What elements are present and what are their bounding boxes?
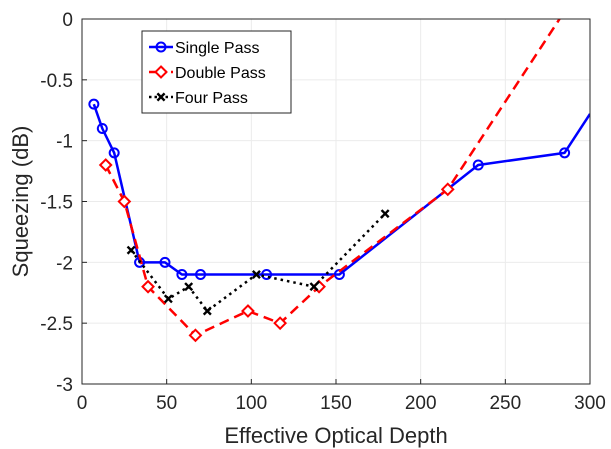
single-pass-marker xyxy=(176,269,188,280)
legend: Single Pass Double Pass Four Pass xyxy=(141,30,292,114)
x-marker-stroke xyxy=(251,270,261,279)
x-marker-stroke xyxy=(309,282,319,292)
legend-marker-single-pass xyxy=(155,41,167,53)
x-axis-label: Effective Optical Depth xyxy=(224,423,447,448)
legend-marker-double-pass xyxy=(154,65,168,79)
double-pass-marker xyxy=(241,304,255,318)
single-pass-marker xyxy=(108,147,120,159)
single-pass-marker xyxy=(195,269,207,280)
legend-items: Single Pass Double Pass Four Pass xyxy=(149,40,266,107)
x-tick-label: 200 xyxy=(405,393,437,414)
y-tick-label: 0 xyxy=(62,10,73,31)
y-tick-label: -3 xyxy=(56,375,73,396)
x-marker-stroke xyxy=(156,92,166,102)
double-pass-marker xyxy=(188,328,203,343)
y-tick-label: -1 xyxy=(56,132,73,153)
legend-item-single-pass: Single Pass xyxy=(149,40,260,57)
four-pass-marker xyxy=(309,282,319,292)
legend-marker-four-pass xyxy=(156,92,166,102)
x-marker-stroke xyxy=(380,209,390,219)
double-pass-marker xyxy=(141,279,155,294)
x-marker-stroke xyxy=(126,245,136,255)
double-pass-line xyxy=(104,19,561,337)
double-pass-marker xyxy=(98,158,113,172)
single-pass-marker xyxy=(96,123,108,134)
four-pass-marker xyxy=(163,294,173,304)
series-four-pass xyxy=(126,209,390,316)
legend-item-double-pass: Double Pass xyxy=(149,65,266,82)
x-tick-label: 150 xyxy=(320,393,352,414)
y-tick-label: -2 xyxy=(56,253,73,274)
x-tick-label: 250 xyxy=(489,393,521,414)
single-pass-marker xyxy=(159,256,171,268)
double-pass-marker xyxy=(117,194,132,209)
single-pass-marker xyxy=(88,98,100,110)
single-pass-marker xyxy=(472,159,484,171)
y-axis-label: Squeezing (dB) xyxy=(8,126,33,278)
x-axis-ticks: 0 50 100 150 200 250 300 xyxy=(77,379,606,414)
x-tick-label: 0 xyxy=(77,393,88,414)
four-pass-marker xyxy=(184,282,194,292)
y-axis-ticks: 0 -0.5 -1 -1.5 -2 -2.5 -3 xyxy=(40,10,87,396)
plot-area xyxy=(88,19,590,343)
four-pass-marker xyxy=(202,306,212,316)
x-tick-label: 300 xyxy=(574,393,606,414)
x-marker-stroke xyxy=(163,294,173,304)
four-pass-marker xyxy=(126,245,136,255)
y-tick-label: -0.5 xyxy=(40,71,73,92)
x-tick-label: 50 xyxy=(156,393,177,414)
x-tick-label: 100 xyxy=(235,393,267,414)
legend-label-double-pass: Double Pass xyxy=(175,65,266,82)
four-pass-marker xyxy=(251,270,261,279)
x-marker-stroke xyxy=(184,282,194,292)
single-pass-marker xyxy=(559,147,571,159)
double-pass-marker xyxy=(273,316,288,331)
legend-label-single-pass: Single Pass xyxy=(175,40,260,57)
legend-item-four-pass: Four Pass xyxy=(149,90,248,107)
legend-label-four-pass: Four Pass xyxy=(175,90,248,107)
x-marker-stroke xyxy=(202,306,212,316)
four-pass-marker xyxy=(380,209,390,219)
y-tick-label: -2.5 xyxy=(40,314,73,335)
double-pass-marker xyxy=(440,182,455,197)
y-tick-label: -1.5 xyxy=(40,193,73,214)
